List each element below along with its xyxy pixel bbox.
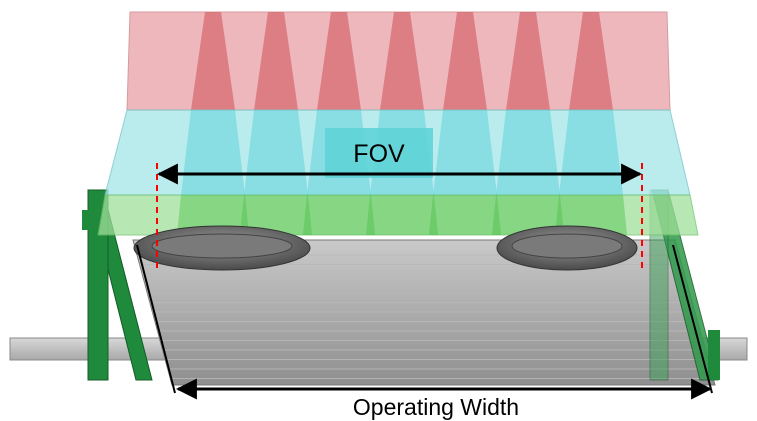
camera-view-cone [366, 195, 438, 235]
camera-view-cone [559, 110, 623, 195]
camera-view-cone [254, 12, 298, 110]
camera-view-cone [177, 195, 249, 235]
camera-view-cone [433, 110, 497, 195]
operating-width-label: Operating Width [353, 394, 519, 420]
camera-view-cone [569, 12, 613, 110]
fov-red-zone [126, 11, 671, 111]
left-frame [82, 189, 153, 381]
conveyor-belt [132, 239, 716, 386]
camera-view-cone [244, 110, 308, 195]
camera-view-cone [317, 12, 361, 110]
camera-view-cone [496, 110, 560, 195]
camera-view-cone [506, 12, 550, 110]
camera-view-cone [443, 12, 487, 110]
left-roller [133, 225, 311, 271]
camera-view-cone [492, 195, 564, 235]
camera-view-cone [240, 195, 312, 235]
camera-view-cone [429, 195, 501, 235]
camera-view-cone [191, 12, 235, 110]
fov-green-zone [97, 194, 699, 236]
camera-view-cone [380, 12, 424, 110]
fov-label: FOV [353, 140, 405, 168]
camera-view-cone [303, 195, 375, 235]
camera-view-cone [181, 110, 245, 195]
operating-width-left-extension [136, 244, 176, 394]
right-roller [496, 225, 638, 271]
camera-view-cone [555, 195, 627, 235]
right-frame [649, 189, 720, 381]
operating-width-right-extension [672, 244, 713, 394]
